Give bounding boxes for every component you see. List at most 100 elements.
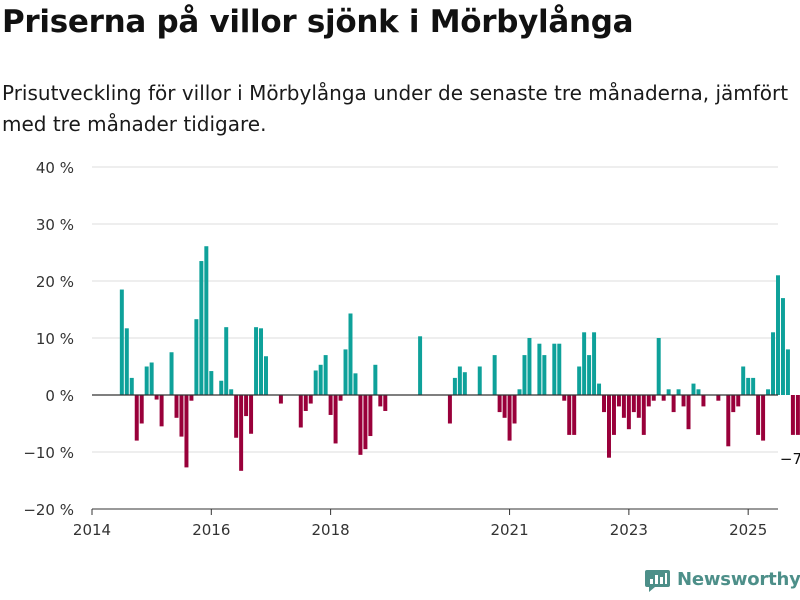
x-tick-label: 2023	[610, 521, 648, 539]
bar	[119, 289, 124, 395]
bar	[795, 395, 800, 435]
bar	[457, 366, 462, 395]
bar	[462, 372, 467, 395]
bar	[716, 395, 721, 401]
y-tick-label: −20 %	[23, 501, 74, 519]
bar	[776, 275, 780, 395]
bar	[492, 355, 497, 395]
bar	[651, 395, 656, 401]
bar	[751, 377, 756, 395]
bar	[587, 355, 592, 395]
y-tick-label: 20 %	[36, 273, 74, 291]
bar	[636, 395, 641, 418]
last-value-label: −7 %	[780, 450, 800, 468]
y-tick-label: 30 %	[36, 216, 74, 234]
brand-name: Newsworthy	[677, 569, 800, 590]
bar	[189, 395, 194, 401]
bar	[343, 349, 348, 395]
bar	[323, 355, 328, 395]
x-tick-label: 2018	[312, 521, 350, 539]
bar	[731, 395, 736, 413]
bar	[746, 377, 751, 395]
bar	[318, 364, 323, 395]
chart-title: Priserna på villor sjönk i Mörbylånga	[2, 4, 634, 40]
bar	[184, 395, 189, 468]
bar	[278, 395, 283, 404]
bar	[179, 395, 184, 437]
bar	[418, 336, 423, 395]
bar	[507, 395, 512, 441]
bar	[597, 383, 602, 395]
bar	[766, 389, 771, 395]
bar	[517, 389, 522, 395]
x-tick-label: 2025	[729, 521, 767, 539]
bar	[298, 395, 303, 428]
bar	[756, 395, 761, 435]
bar	[607, 395, 611, 458]
bar	[542, 355, 547, 395]
bar	[681, 395, 686, 407]
bar	[666, 389, 671, 395]
x-tick-label: 2021	[490, 521, 528, 539]
bar	[761, 395, 766, 441]
bar	[264, 356, 268, 395]
bar	[602, 395, 607, 413]
bar	[234, 395, 239, 438]
bar	[239, 395, 244, 471]
bar	[671, 395, 676, 413]
bar	[194, 319, 199, 395]
chart-subtitle: Prisutveckling för villor i Mörbylånga u…	[2, 81, 789, 136]
bar	[502, 395, 507, 418]
bar	[204, 246, 209, 395]
bar	[537, 343, 542, 395]
bar	[124, 328, 129, 395]
bar	[736, 395, 741, 407]
bar	[353, 373, 358, 395]
bar	[303, 395, 308, 411]
bar	[641, 395, 646, 435]
newsworthy-logo-icon	[645, 570, 670, 592]
bar	[313, 370, 318, 395]
bar	[383, 395, 388, 411]
bar	[790, 395, 795, 435]
bar	[134, 395, 139, 441]
bar	[577, 366, 582, 395]
bar	[447, 395, 452, 424]
bar	[582, 332, 587, 395]
bar	[557, 343, 562, 395]
bar	[244, 395, 249, 417]
bar	[129, 377, 134, 395]
bar	[771, 332, 776, 395]
bar	[656, 338, 661, 395]
x-axis: 2014 2016 2018 2021 2023 2025	[73, 394, 778, 539]
bar	[378, 395, 383, 407]
bar	[477, 366, 482, 395]
bar	[552, 343, 557, 395]
bar	[567, 395, 572, 435]
bar	[592, 332, 597, 395]
bars	[119, 246, 800, 471]
bar	[174, 395, 179, 418]
bar	[333, 395, 338, 444]
y-tick-label: 40 %	[36, 159, 74, 177]
y-tick-label: 10 %	[36, 330, 74, 348]
bar	[741, 366, 746, 395]
bar	[169, 352, 174, 395]
bar	[358, 395, 363, 455]
bar	[676, 389, 681, 395]
bar	[159, 395, 164, 427]
bar	[626, 395, 631, 430]
bar	[219, 380, 224, 395]
bar	[328, 395, 333, 415]
bar	[631, 395, 636, 413]
bar	[512, 395, 517, 424]
bar	[701, 395, 706, 407]
bar	[661, 395, 666, 401]
bar	[646, 395, 651, 407]
bar	[522, 355, 527, 395]
bar	[348, 313, 353, 395]
bar	[686, 395, 691, 430]
bar	[308, 395, 313, 404]
bar	[368, 395, 373, 437]
